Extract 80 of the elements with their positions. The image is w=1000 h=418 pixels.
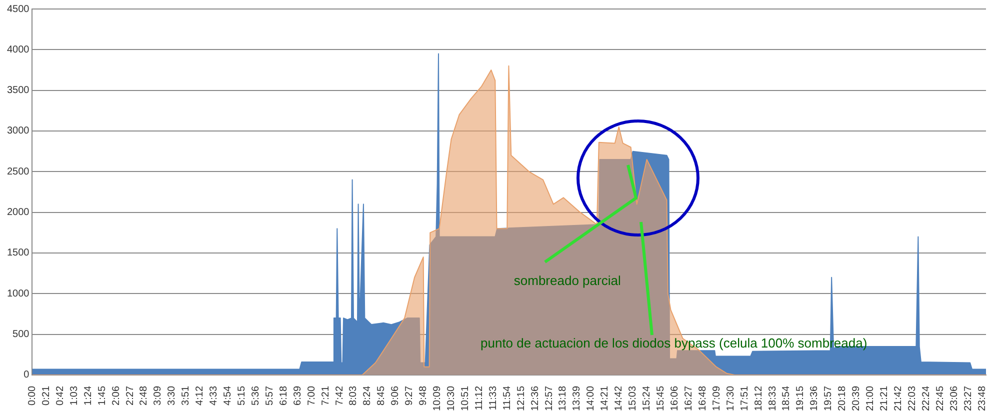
x-tick-label: 21:42 (892, 386, 904, 412)
x-tick-label: 0:42 (54, 386, 66, 406)
x-tick-label: 18:33 (767, 386, 778, 412)
x-tick-label: 10:30 (446, 386, 458, 412)
x-tick-label: 22:03 (906, 386, 918, 412)
x-tick-label: 12:15 (516, 386, 527, 412)
x-tick-label: 16:06 (669, 386, 680, 412)
y-tick-label: 2000 (6, 207, 30, 218)
x-tick-label: 3:51 (180, 386, 192, 406)
y-tick-label: 500 (12, 329, 30, 340)
x-tick-label: 11:33 (488, 386, 499, 410)
x-tick-label: 19:36 (809, 386, 820, 412)
x-tick-label: 8:03 (348, 386, 360, 406)
y-tick-label: 2500 (6, 166, 30, 178)
x-tick-label: 23:27 (962, 386, 974, 412)
y-tick-label: 4500 (6, 4, 30, 15)
x-tick-label: 7:21 (320, 386, 332, 406)
x-tick-label: 13:18 (558, 386, 569, 412)
x-tick-label: 10:51 (460, 386, 471, 412)
x-tick-label: 1:03 (68, 386, 80, 406)
x-tick-label: 8:45 (376, 386, 388, 406)
x-tick-label: 16:48 (697, 386, 708, 412)
y-tick-label: 0 (24, 370, 30, 381)
x-tick-label: 1:24 (82, 386, 94, 406)
x-tick-label: 10:09 (432, 386, 444, 412)
x-tick-label: 0:21 (40, 386, 52, 406)
x-tick-label: 17:09 (711, 386, 722, 412)
x-tick-label: 23:06 (948, 386, 960, 412)
x-tick-label: 16:27 (683, 386, 694, 412)
x-tick-label: 12:36 (530, 386, 541, 412)
x-tick-label: 14:42 (614, 386, 625, 412)
x-tick-label: 4:33 (208, 386, 220, 406)
x-tick-label: 6:39 (292, 386, 304, 406)
y-tick-label: 1000 (6, 288, 30, 300)
y-tick-label: 3000 (6, 126, 30, 137)
x-tick-label: 7:42 (334, 386, 346, 406)
x-tick-label: 15:45 (656, 386, 667, 412)
x-tick-label: 4:12 (194, 386, 206, 406)
x-tick-label: 1:45 (96, 386, 108, 406)
x-tick-label: 18:54 (781, 386, 792, 412)
x-tick-label: 8:24 (362, 386, 374, 406)
x-tick-label: 19:57 (823, 386, 834, 412)
x-tick-label: 22:24 (920, 386, 932, 412)
x-tick-label: 9:06 (390, 386, 402, 406)
x-tick-label: 3:30 (166, 386, 178, 406)
y-tick-label: 4000 (6, 44, 30, 56)
x-tick-label: 19:15 (795, 386, 806, 412)
x-tick-label: 9:48 (418, 386, 430, 406)
x-tick-label: 17:30 (725, 386, 736, 412)
x-tick-label: 2:06 (110, 386, 122, 406)
x-tick-label: 11:54 (502, 386, 513, 410)
x-tick-label: 18:12 (753, 386, 764, 412)
x-tick-label: 22:45 (934, 386, 946, 412)
x-tick-label: 9:27 (404, 386, 416, 406)
x-tick-label: 14:21 (600, 386, 611, 412)
x-tick-label: 15:24 (642, 386, 653, 412)
x-tick-label: 20:18 (837, 386, 848, 412)
x-tick-label: 11:12 (474, 386, 485, 410)
x-tick-label: 21:00 (865, 386, 876, 412)
x-tick-label: 2:48 (138, 386, 150, 406)
x-tick-label: 0:00 (26, 386, 38, 406)
x-tick-label: 14:00 (586, 386, 597, 412)
x-tick-label: 6:18 (278, 386, 290, 406)
x-tick-label: 5:36 (250, 386, 262, 406)
y-tick-label: 3500 (6, 85, 30, 96)
x-tick-label: 4:54 (222, 386, 234, 406)
x-tick-label: 12:57 (544, 386, 555, 412)
x-tick-label: 20:39 (851, 386, 862, 412)
x-tick-label: 17:51 (739, 386, 750, 412)
x-tick-label: 7:00 (306, 386, 318, 406)
annotation: sombreado parcial (514, 273, 621, 288)
x-tick-label: 21:21 (878, 386, 890, 412)
x-tick-label: 5:57 (264, 386, 276, 406)
x-tick-label: 2:27 (124, 386, 136, 406)
x-tick-label: 3:09 (152, 386, 164, 406)
x-tick-label: 5:15 (236, 386, 248, 406)
x-tick-label: 13:39 (572, 386, 583, 412)
x-tick-label: 23:48 (976, 386, 988, 412)
x-tick-label: 15:03 (628, 386, 639, 412)
y-tick-label: 1500 (6, 248, 30, 259)
